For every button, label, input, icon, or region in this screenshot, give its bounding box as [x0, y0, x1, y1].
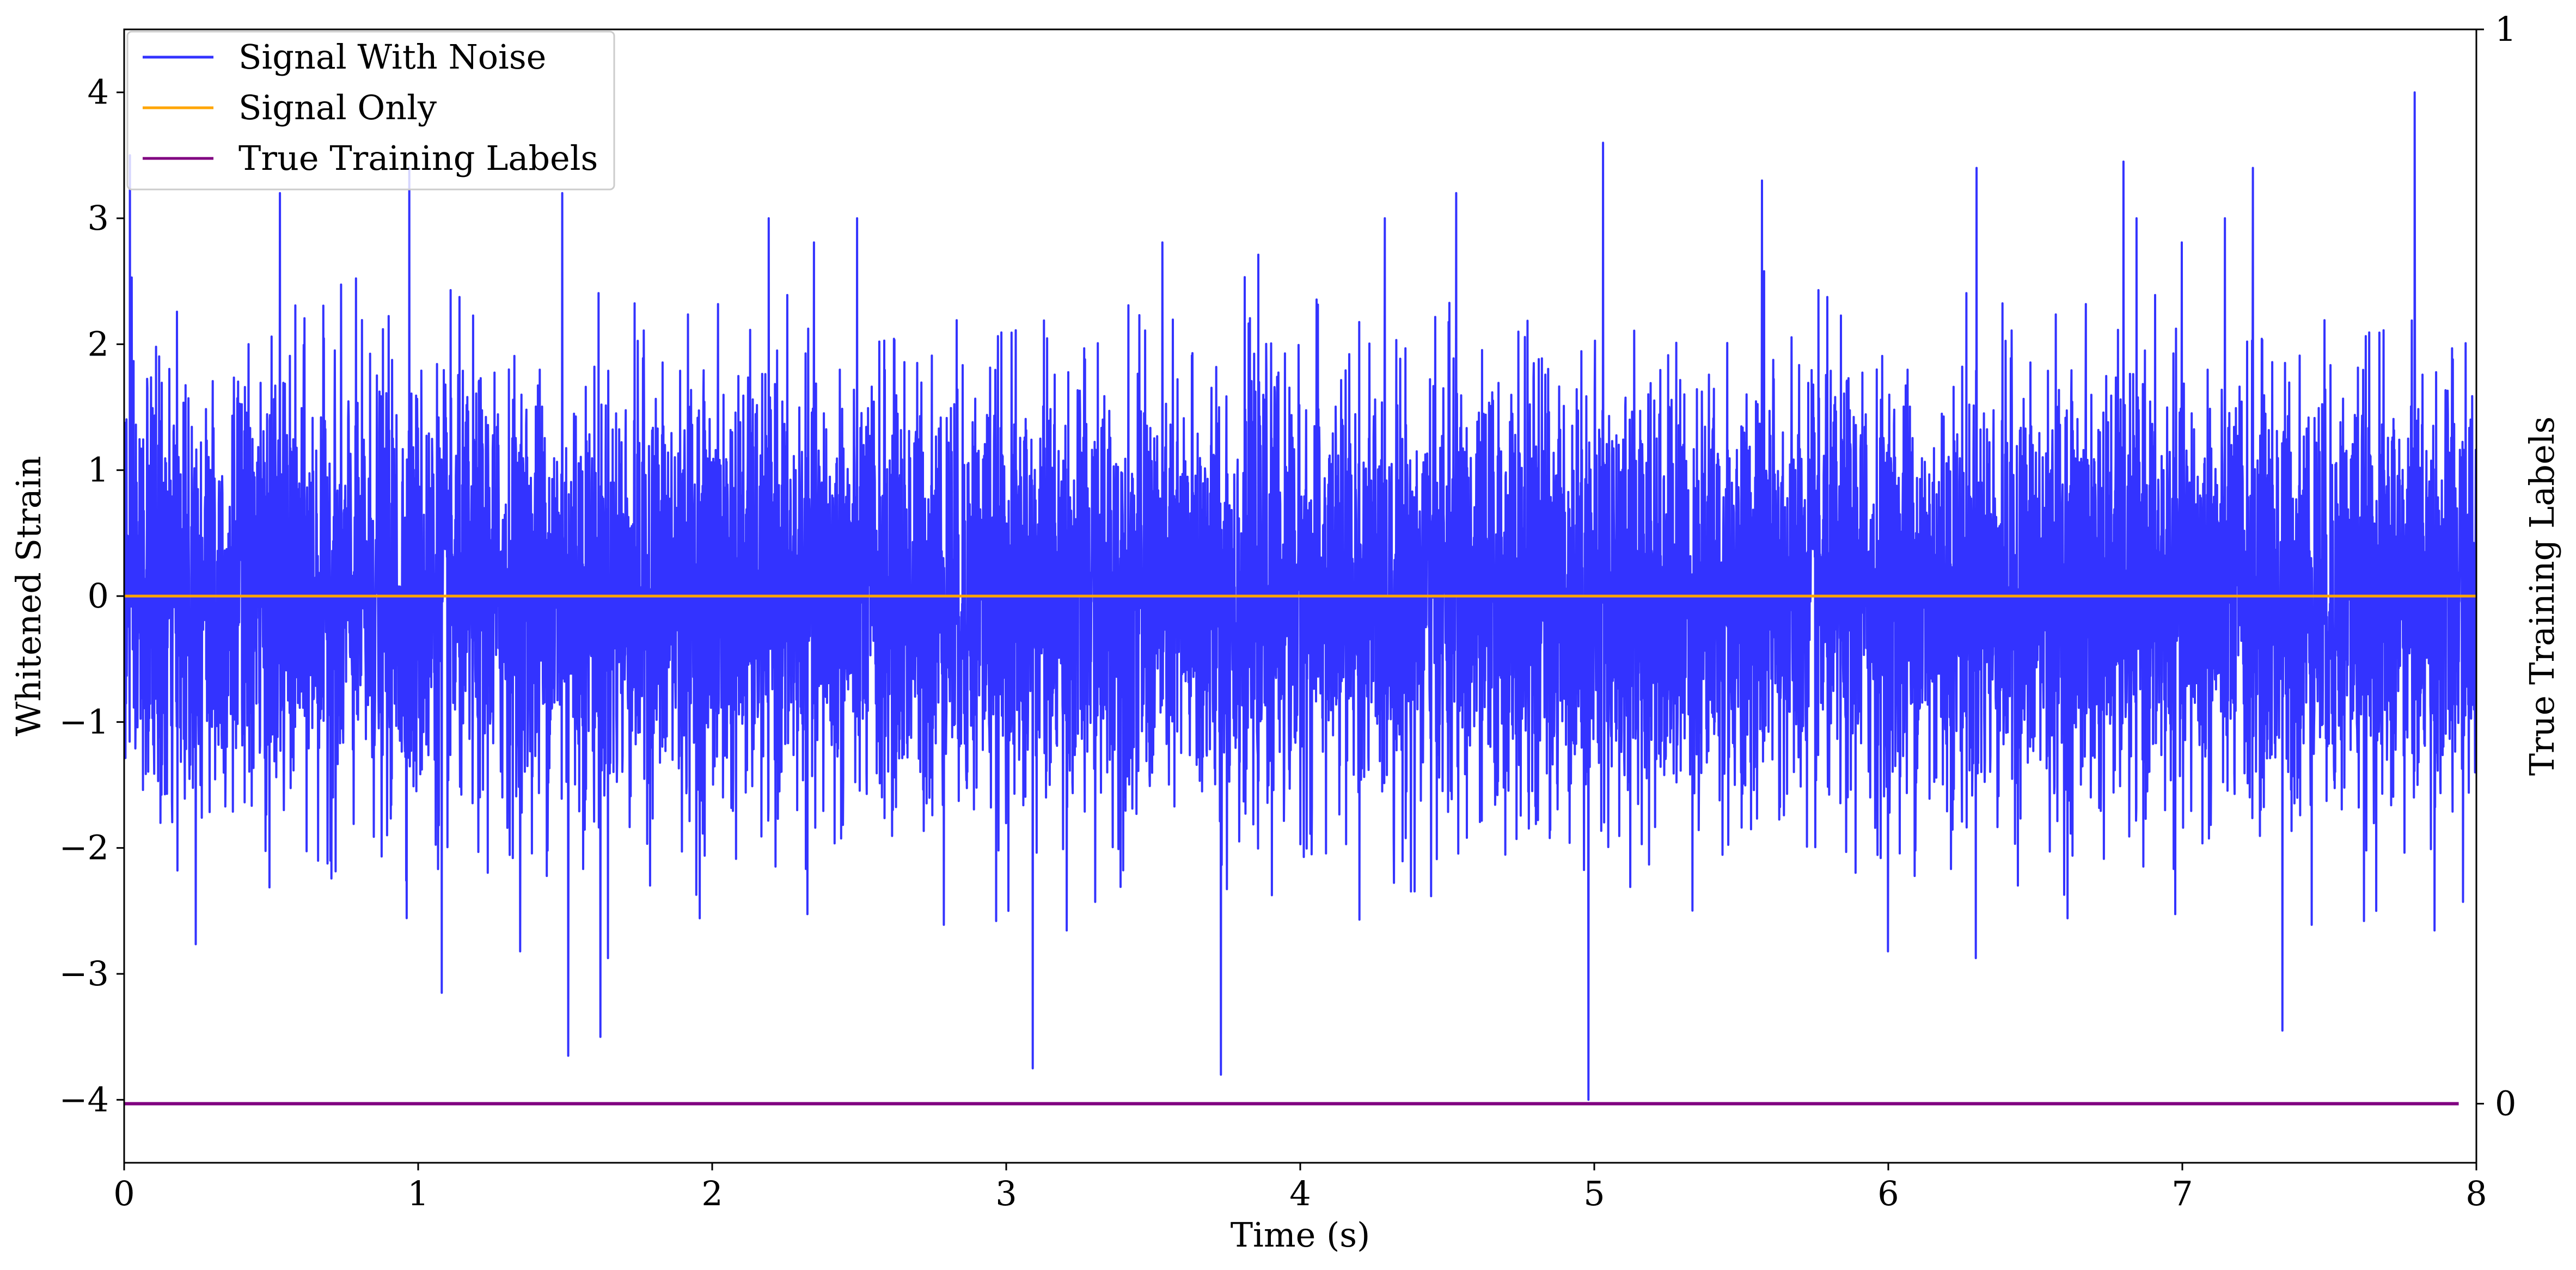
- x-tick-label: 3: [995, 1174, 1017, 1213]
- x-tick-label: 0: [113, 1174, 134, 1213]
- x-tick-label: 1: [407, 1174, 429, 1213]
- y-tick-label: 1: [88, 450, 109, 490]
- y-axis-title: Whitened Strain: [9, 456, 48, 737]
- y-tick-label: 2: [88, 324, 109, 364]
- y-tick-label: 4: [88, 72, 109, 112]
- x-tick-label: 2: [701, 1174, 723, 1213]
- y-tick-label: −3: [59, 954, 109, 993]
- legend-label-signal-with-noise: Signal With Noise: [238, 37, 546, 77]
- right-y-tick-label: 1: [2495, 9, 2516, 49]
- legend-label-signal-only: Signal Only: [238, 88, 437, 127]
- right-y-tick-label: 0: [2495, 1083, 2516, 1123]
- legend-label-true-training-labels: True Training Labels: [238, 138, 598, 178]
- series-signal-with-noise: [124, 91, 2476, 1101]
- y-tick-label: 0: [88, 576, 109, 616]
- x-tick-label: 4: [1289, 1174, 1311, 1213]
- y-tick-label: 3: [88, 198, 109, 238]
- legend: Signal With Noise Signal Only True Train…: [126, 30, 615, 191]
- legend-box: [126, 30, 615, 191]
- y-tick-label: −2: [59, 828, 109, 868]
- right-y-axis-title: True Training Labels: [2522, 416, 2562, 776]
- x-tick-label: 6: [1877, 1174, 1899, 1213]
- x-tick-label: 8: [2465, 1174, 2487, 1213]
- x-axis-title: Time (s): [1231, 1215, 1370, 1255]
- x-tick-label: 7: [2171, 1174, 2193, 1213]
- y-tick-label: −4: [59, 1079, 109, 1119]
- x-tick-label: 5: [1583, 1174, 1605, 1213]
- y-tick-label: −1: [59, 702, 109, 741]
